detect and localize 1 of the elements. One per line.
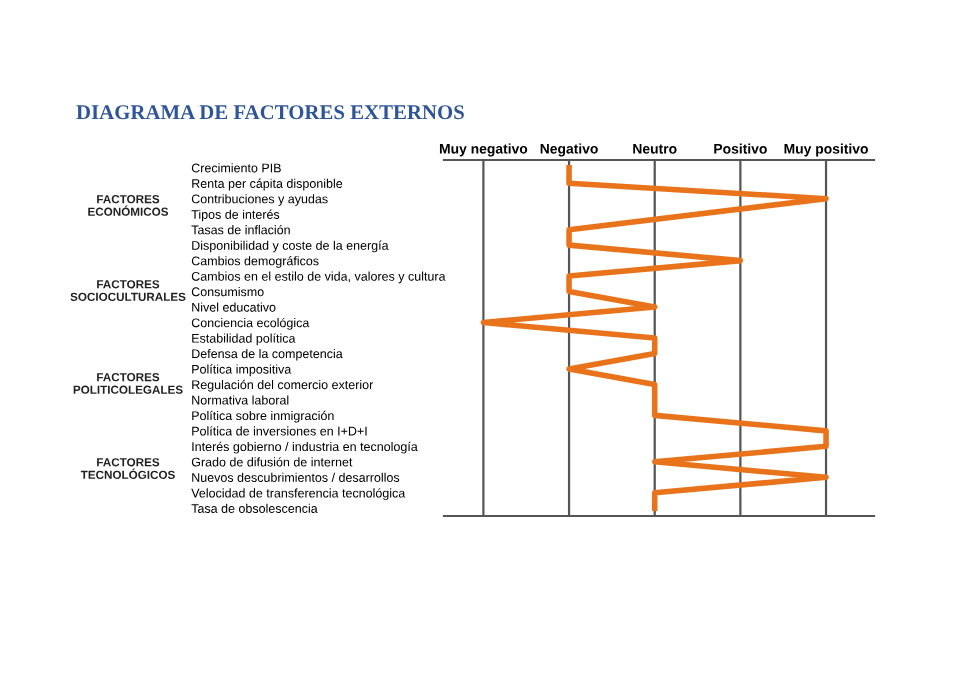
text: DIAGRAMA DE FACTORES EXTERNOS <box>76 105 464 120</box>
